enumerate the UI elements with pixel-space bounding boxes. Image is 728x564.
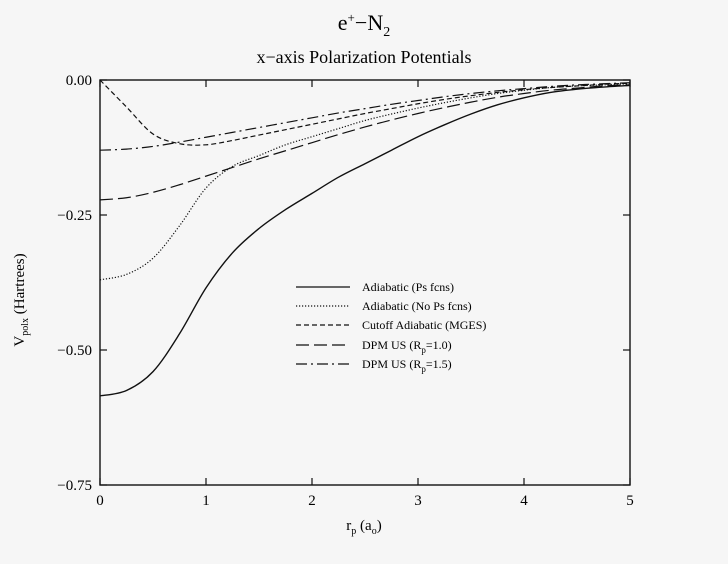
x-tick-label: 1	[202, 493, 210, 509]
plot-area-frame	[99, 79, 631, 486]
legend-label-5: DPM US (Rp=1.5)	[362, 357, 452, 374]
chart-subtitle: x−axis Polarization Potentials	[256, 47, 471, 67]
data-curves	[99, 79, 631, 397]
series-line-1	[99, 84, 631, 397]
legend-label-2: Adiabatic (No Ps fcns)	[362, 299, 472, 313]
series-line-5	[99, 82, 631, 151]
x-tick-label: 4	[520, 493, 528, 509]
legend: Adiabatic (Ps fcns) Adiabatic (No Ps fcns…	[296, 280, 486, 374]
y-tick-label: −0.50	[57, 343, 92, 359]
chart-title: e+−N2	[338, 10, 390, 40]
legend-label-4: DPM US (Rp=1.0)	[362, 338, 452, 355]
x-tick-label: 3	[414, 493, 422, 509]
x-tick-label: 5	[626, 493, 634, 509]
x-tick-label: 0	[96, 493, 104, 509]
x-tick-label: 2	[308, 493, 316, 509]
x-axis-label: rp (ao)	[346, 518, 381, 537]
series-line-4	[99, 84, 631, 201]
series-line-3	[99, 79, 631, 146]
legend-label-1: Adiabatic (Ps fcns)	[362, 280, 454, 294]
y-tick-label: −0.25	[57, 208, 92, 224]
legend-label-3: Cutoff Adiabatic (MGES)	[362, 318, 486, 332]
y-axis-label: Vpolx (Hartrees)	[12, 253, 31, 346]
y-tick-label: 0.00	[66, 73, 92, 89]
y-tick-label: −0.75	[57, 478, 92, 494]
axis-ticks: 0 1 2 3 4 5 0.00 −0.25 −0.50 −0.75	[57, 73, 633, 509]
